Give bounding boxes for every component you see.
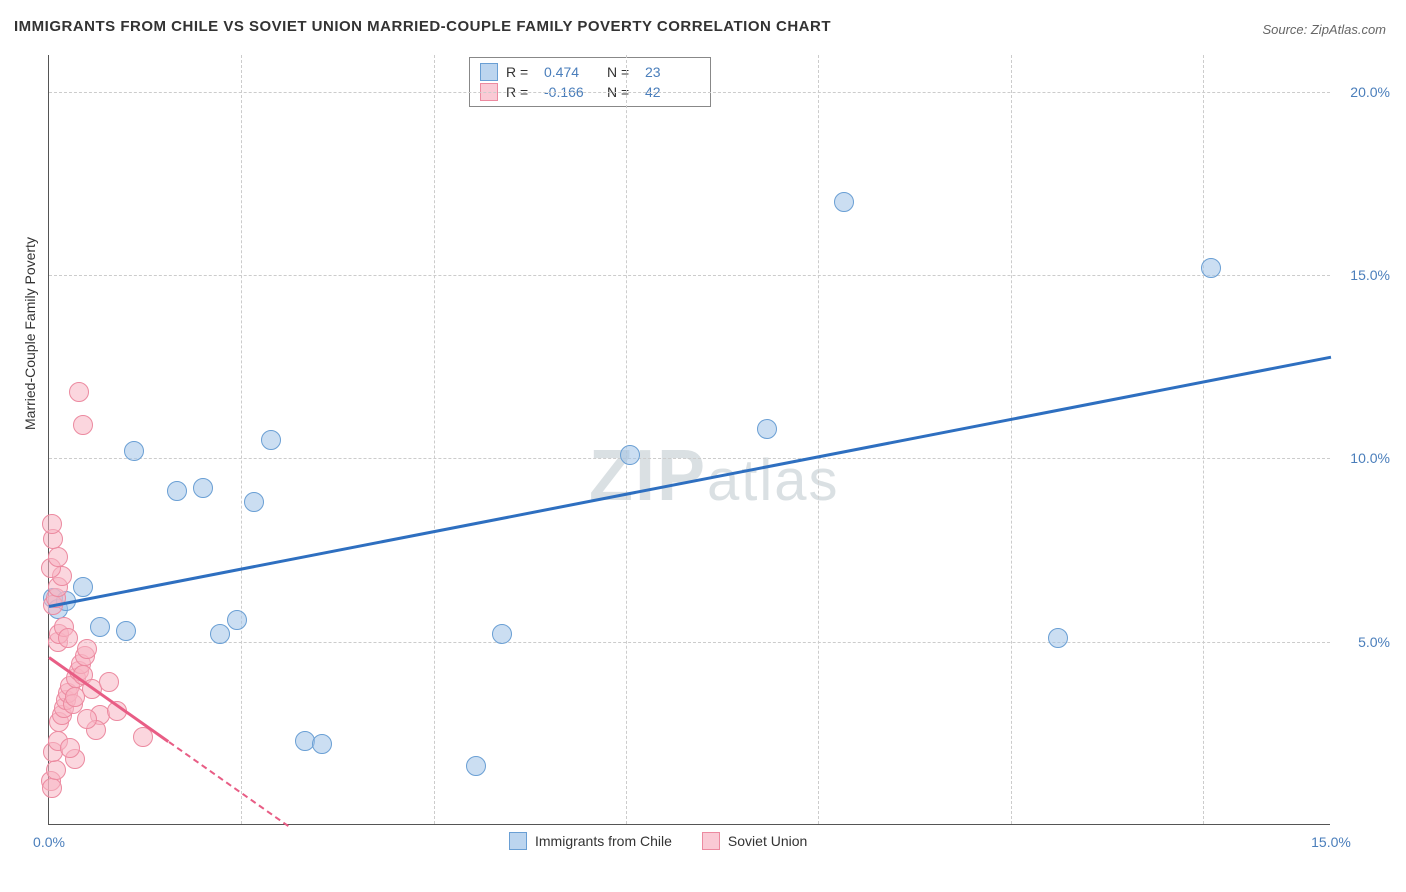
scatter-point [1201, 258, 1221, 278]
scatter-point [167, 481, 187, 501]
scatter-point [116, 621, 136, 641]
chart-plot-area: ZIPatlas R = 0.474 N = 23 R = -0.166 N =… [48, 55, 1330, 825]
scatter-point [42, 514, 62, 534]
scatter-point [77, 709, 97, 729]
scatter-point [48, 547, 68, 567]
scatter-point [193, 478, 213, 498]
source-label: Source: ZipAtlas.com [1262, 22, 1386, 37]
n-label: N = [607, 64, 637, 80]
stats-row: R = 0.474 N = 23 [480, 62, 700, 82]
y-tick-label: 10.0% [1350, 450, 1390, 466]
scatter-point [124, 441, 144, 461]
y-tick-label: 20.0% [1350, 84, 1390, 100]
swatch-blue-icon [480, 63, 498, 81]
gridline-vertical [818, 55, 819, 824]
gridline-vertical [626, 55, 627, 824]
scatter-point [244, 492, 264, 512]
scatter-point [492, 624, 512, 644]
scatter-point [757, 419, 777, 439]
legend-label: Soviet Union [728, 833, 807, 849]
legend-item-chile: Immigrants from Chile [509, 832, 672, 850]
scatter-point [312, 734, 332, 754]
scatter-point [834, 192, 854, 212]
gridline-vertical [1011, 55, 1012, 824]
legend-item-soviet: Soviet Union [702, 832, 807, 850]
gridline-vertical [1203, 55, 1204, 824]
scatter-point [42, 778, 62, 798]
x-tick-label: 15.0% [1311, 834, 1351, 850]
swatch-pink-icon [702, 832, 720, 850]
r-value-chile: 0.474 [544, 64, 599, 80]
scatter-point [46, 760, 66, 780]
gridline-vertical [241, 55, 242, 824]
scatter-point [90, 617, 110, 637]
scatter-point [620, 445, 640, 465]
scatter-point [1048, 628, 1068, 648]
x-tick-label: 0.0% [33, 834, 65, 850]
scatter-point [73, 577, 93, 597]
scatter-point [227, 610, 247, 630]
watermark-bold: ZIP [589, 436, 707, 516]
swatch-blue-icon [509, 832, 527, 850]
scatter-point [73, 415, 93, 435]
scatter-point [261, 430, 281, 450]
scatter-point [69, 382, 89, 402]
n-value-chile: 23 [645, 64, 700, 80]
scatter-point [58, 628, 78, 648]
y-tick-label: 5.0% [1358, 634, 1390, 650]
scatter-point [210, 624, 230, 644]
scatter-point [466, 756, 486, 776]
legend-label: Immigrants from Chile [535, 833, 672, 849]
y-axis-title: Married-Couple Family Poverty [22, 237, 38, 430]
chart-title: IMMIGRANTS FROM CHILE VS SOVIET UNION MA… [14, 18, 831, 35]
correlation-stats-box: R = 0.474 N = 23 R = -0.166 N = 42 [469, 57, 711, 107]
trend-line [168, 741, 289, 827]
gridline-vertical [434, 55, 435, 824]
r-label: R = [506, 64, 536, 80]
scatter-point [99, 672, 119, 692]
scatter-point [60, 738, 80, 758]
y-tick-label: 15.0% [1350, 267, 1390, 283]
scatter-point [77, 639, 97, 659]
legend: Immigrants from Chile Soviet Union [509, 832, 807, 850]
